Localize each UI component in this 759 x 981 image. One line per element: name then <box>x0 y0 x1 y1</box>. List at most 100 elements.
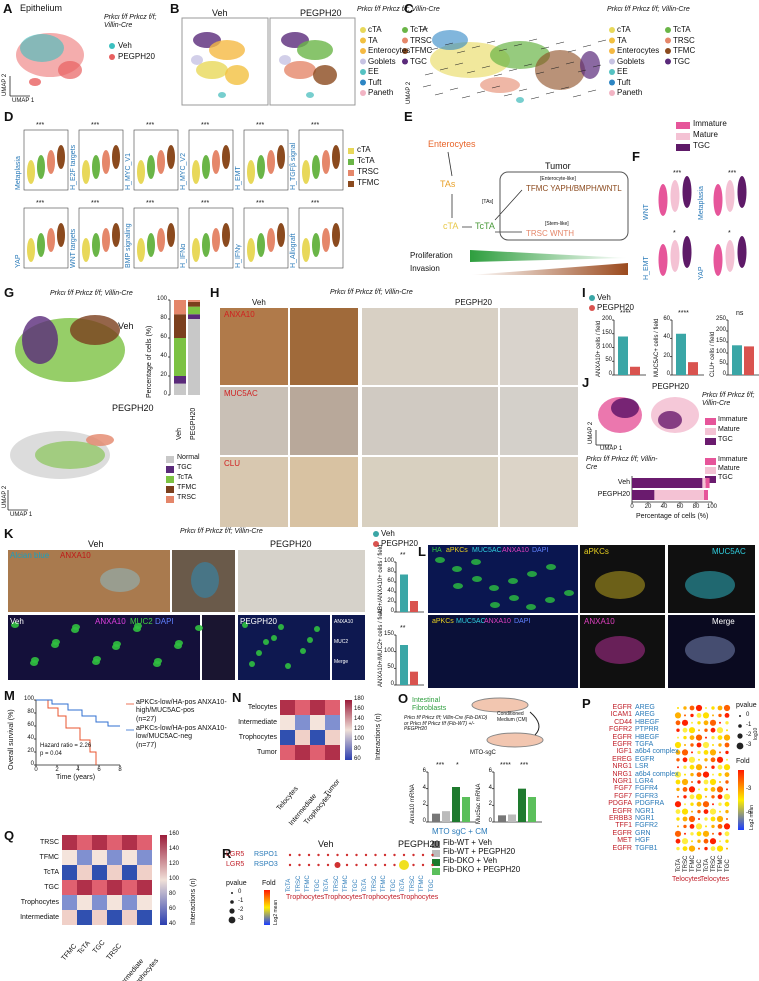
dot <box>711 765 715 769</box>
streamline <box>466 70 476 74</box>
dot <box>675 750 681 755</box>
dot <box>698 847 700 850</box>
dot <box>716 845 724 852</box>
dot <box>383 853 387 857</box>
cluster <box>37 233 45 257</box>
dot <box>412 853 415 857</box>
bar <box>410 671 418 685</box>
label: ERBB3 <box>609 815 632 822</box>
heat-cell <box>92 865 107 880</box>
cluster <box>332 145 340 169</box>
cluster <box>102 228 110 252</box>
label: EGFR <box>635 755 655 763</box>
cluster <box>70 315 120 345</box>
cluster <box>277 223 285 247</box>
streamline <box>528 38 538 42</box>
label: 8 <box>118 767 122 773</box>
legend-swatch <box>360 27 366 33</box>
heat-cell <box>62 880 77 895</box>
cluster <box>516 97 524 103</box>
dot <box>710 727 716 733</box>
cluster <box>212 150 220 174</box>
survival-curve <box>36 699 120 727</box>
dot <box>675 809 681 814</box>
label: PEGPH20 <box>112 403 154 413</box>
label: FGFR2 <box>635 822 658 830</box>
label: *** <box>201 122 210 129</box>
dot <box>336 853 339 857</box>
cluster <box>20 34 64 62</box>
dot <box>696 831 702 837</box>
streamline <box>550 66 560 70</box>
dot <box>718 772 722 777</box>
legend-swatch <box>432 868 440 875</box>
label: * <box>673 230 676 237</box>
heat-cell <box>77 895 92 910</box>
label: Fib-DKO + Veh <box>443 856 498 865</box>
label: cTA <box>368 25 382 34</box>
streamline <box>491 85 501 89</box>
dot <box>716 756 724 763</box>
image <box>428 615 578 688</box>
dot <box>682 816 688 822</box>
label: YAP <box>15 254 22 269</box>
streamline <box>498 48 508 52</box>
label: TRSC <box>177 494 197 501</box>
dot <box>703 779 709 785</box>
dot <box>705 707 707 709</box>
cluster <box>611 398 639 418</box>
legend-swatch <box>705 428 716 435</box>
dot <box>683 824 687 829</box>
dot <box>698 758 700 761</box>
cluster <box>133 626 141 632</box>
cluster <box>302 160 310 184</box>
cluster <box>157 228 165 252</box>
label: PEGPH20 <box>240 617 277 626</box>
dot <box>681 749 689 756</box>
label: MUC5AC <box>472 547 502 554</box>
dot <box>725 780 729 784</box>
streamline <box>587 89 597 93</box>
cluster <box>86 434 114 446</box>
cluster <box>658 244 668 276</box>
label: EE <box>617 67 628 76</box>
dot <box>709 778 717 786</box>
dot <box>697 721 701 725</box>
dot <box>690 832 694 836</box>
cluster <box>212 228 220 252</box>
label: 0 <box>422 818 426 824</box>
cluster <box>174 643 182 649</box>
dot <box>681 719 689 726</box>
dot <box>696 772 702 777</box>
legend-swatch <box>589 295 595 301</box>
label: 6 <box>97 767 101 773</box>
label: Trophocytes <box>238 733 277 741</box>
label: Log2 mean <box>749 804 755 830</box>
label: 80 <box>692 504 700 510</box>
label: MTO-sgC <box>470 750 496 756</box>
dot <box>712 773 714 776</box>
legend-swatch <box>348 148 354 154</box>
dot <box>684 773 686 776</box>
cluster <box>472 576 482 582</box>
label: ANXA10 <box>60 551 91 560</box>
label: Mature <box>718 426 740 433</box>
cluster <box>192 238 200 262</box>
heat-cell <box>92 895 107 910</box>
frame <box>133 129 179 191</box>
legend-swatch <box>360 58 366 65</box>
dot <box>705 766 707 769</box>
heat-cell <box>77 835 92 850</box>
cluster <box>312 155 320 179</box>
cluster <box>192 160 200 184</box>
image <box>290 308 358 385</box>
label: 0 <box>163 391 167 397</box>
label: Telocytes <box>700 876 730 883</box>
dot <box>719 810 721 813</box>
dot <box>674 712 682 719</box>
cluster <box>137 160 145 184</box>
label: PTPRR <box>635 726 659 734</box>
label: 0 <box>30 761 34 767</box>
frame <box>499 171 629 241</box>
label: TFMC <box>673 46 696 55</box>
